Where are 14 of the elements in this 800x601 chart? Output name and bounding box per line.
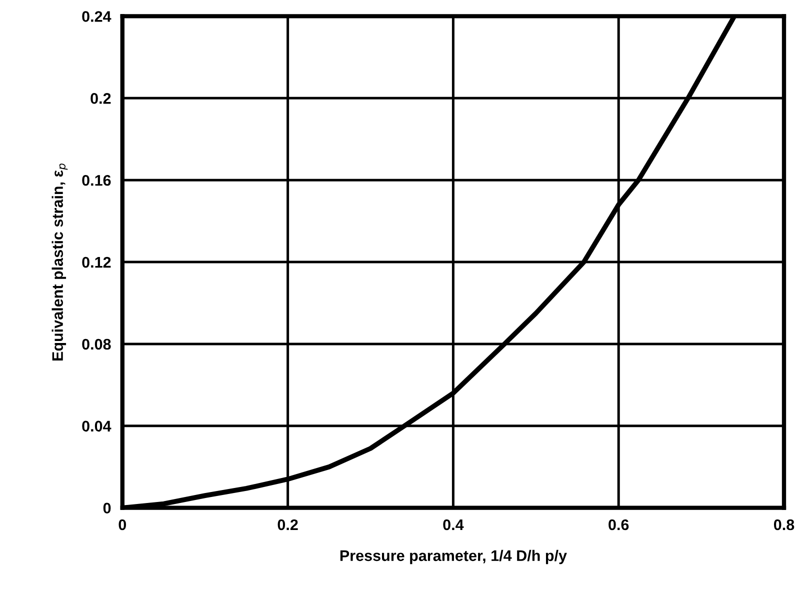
y-tick-label: 0.2 bbox=[90, 93, 111, 104]
y-axis-title: Equivalent plastic strain, ε$_{p}$ bbox=[52, 164, 68, 360]
y-tick-label: 0.16 bbox=[82, 174, 111, 186]
x-tick-label: 0.8 bbox=[774, 519, 794, 530]
x-tick-label: 0.2 bbox=[278, 519, 298, 530]
y-tick-label: 0.12 bbox=[82, 256, 111, 268]
y-tick-label: 0.04 bbox=[82, 420, 112, 432]
y-tick-label: 0 bbox=[103, 502, 111, 514]
x-axis-title: Pressure parameter, 1/4 D/h p/y bbox=[340, 550, 567, 564]
x-tick-label: 0.4 bbox=[443, 519, 464, 530]
y-tick-label: 0.24 bbox=[82, 11, 112, 22]
y-tick-label: 0.08 bbox=[82, 338, 111, 350]
x-tick-label: 0 bbox=[118, 519, 126, 530]
x-tick-label: 0.6 bbox=[608, 519, 629, 530]
